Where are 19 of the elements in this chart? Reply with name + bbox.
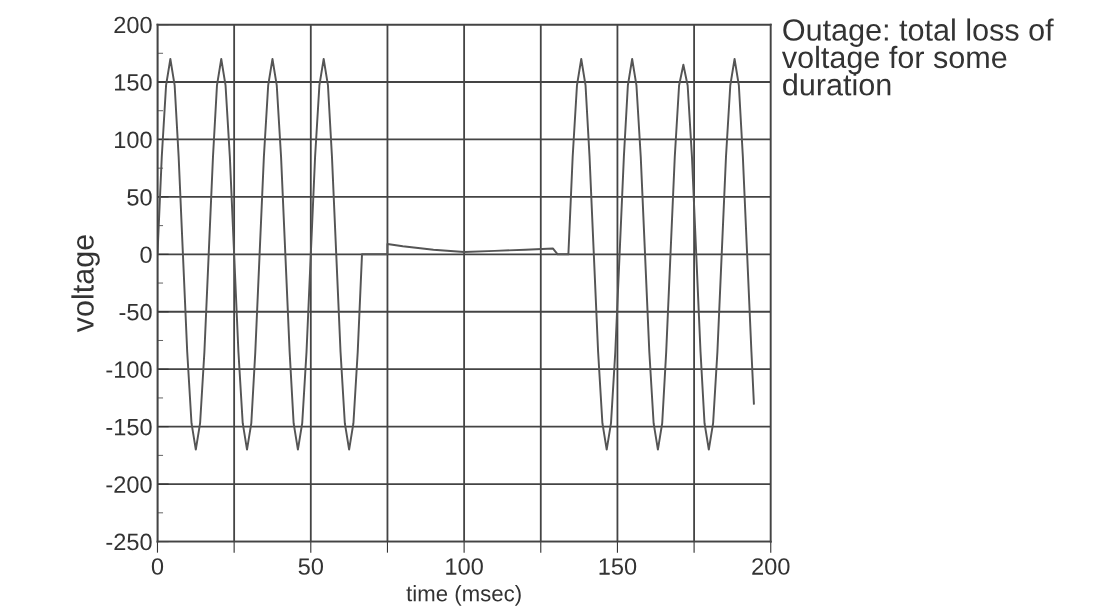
x-tick-label: 50: [298, 558, 324, 575]
x-axis-title: time (msec): [406, 585, 521, 606]
y-tick-label: 100: [115, 131, 152, 149]
line-series: [157, 58, 755, 451]
y-tick-label: -150: [106, 418, 152, 436]
y-tick-label: -100: [106, 361, 152, 379]
y-tick-label: -50: [119, 303, 152, 321]
x-tick-label: 0: [151, 558, 164, 575]
y-tick-label: 150: [115, 74, 152, 91]
y-tick-label: -250: [106, 533, 152, 551]
x-tick-label: 200: [752, 558, 790, 575]
y-tick-label: 0: [140, 246, 152, 264]
text: Outage: total loss of voltage for some duration: [781, 18, 1054, 96]
y-tick-label: 200: [114, 16, 152, 34]
y-axis-title: voltage: [71, 235, 100, 333]
x-tick-label: 100: [446, 558, 483, 575]
y-tick-label: 50: [127, 188, 152, 206]
x-tick-label: 150: [599, 558, 637, 575]
y-tick-label: -200: [106, 476, 152, 493]
